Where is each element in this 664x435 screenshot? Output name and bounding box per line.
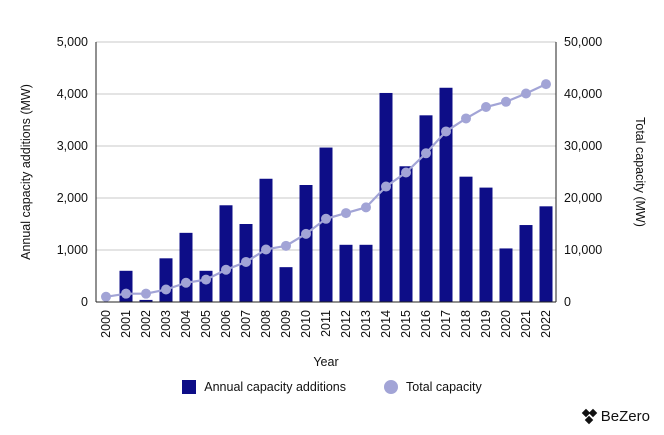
right-y-axis-title: Total capacity (MW) xyxy=(633,117,647,227)
x-tick-label: 2009 xyxy=(279,310,293,338)
bar xyxy=(319,147,333,302)
total-capacity-point xyxy=(241,256,251,267)
bar xyxy=(379,92,393,303)
total-capacity-point xyxy=(161,284,171,295)
total-capacity-point xyxy=(321,213,331,224)
legend-bars-label: Annual capacity additions xyxy=(204,380,347,394)
x-tick-label: 2020 xyxy=(499,310,513,338)
total-capacity-point xyxy=(141,288,151,299)
total-capacity-point xyxy=(281,240,291,251)
total-capacity-point xyxy=(101,291,111,302)
left-y-tick-label: 5,000 xyxy=(57,35,88,49)
total-capacity-point xyxy=(121,288,131,299)
total-capacity-line xyxy=(101,79,551,302)
x-tick-label: 2018 xyxy=(459,310,473,338)
right-y-tick-label: 0 xyxy=(564,295,571,309)
x-tick-label: 2001 xyxy=(119,310,133,338)
x-tick-label: 2000 xyxy=(99,310,113,338)
bar xyxy=(399,166,413,302)
bar xyxy=(519,225,533,302)
x-tick-label: 2005 xyxy=(199,310,213,338)
left-y-tick-label: 3,000 xyxy=(57,139,88,153)
total-capacity-point xyxy=(381,181,391,192)
right-y-tick-label: 10,000 xyxy=(564,243,602,257)
x-tick-label: 2003 xyxy=(159,310,173,338)
right-y-tick-label: 40,000 xyxy=(564,87,602,101)
x-tick-label: 2012 xyxy=(339,310,353,338)
axes xyxy=(95,42,557,303)
bars xyxy=(119,87,553,303)
x-tick-label: 2010 xyxy=(299,310,313,338)
x-tick-label: 2021 xyxy=(519,310,533,338)
total-capacity-point xyxy=(401,167,411,178)
x-tick-label: 2004 xyxy=(179,310,193,338)
bar xyxy=(159,258,173,302)
x-tick-label: 2011 xyxy=(319,310,333,337)
left-y-tick-label: 4,000 xyxy=(57,87,88,101)
x-tick-label: 2022 xyxy=(539,310,553,338)
x-axis-title: Year xyxy=(313,355,338,369)
right-y-tick-label: 20,000 xyxy=(564,191,602,205)
legend-dot-swatch xyxy=(384,380,399,394)
left-y-axis-title: Annual capacity additions (MW) xyxy=(19,84,33,260)
total-capacity-point xyxy=(501,96,511,107)
bar xyxy=(499,248,513,302)
x-tick-label: 2008 xyxy=(259,310,273,338)
bar xyxy=(439,87,453,302)
total-capacity-point xyxy=(201,274,211,285)
left-y-tick-label: 1,000 xyxy=(57,243,88,257)
total-capacity-point xyxy=(461,113,471,124)
bar xyxy=(259,178,273,302)
total-capacity-point xyxy=(481,102,491,112)
total-capacity-point xyxy=(361,202,371,213)
gridlines xyxy=(96,41,556,251)
x-tick-label: 2013 xyxy=(359,310,373,338)
total-capacity-point xyxy=(221,264,231,275)
bar xyxy=(299,185,313,302)
tick-labels: 0 1,000 2,000 3,000 4,000 5,000 0 10,000 20,000 3… xyxy=(57,35,603,338)
x-tick-label: 2007 xyxy=(239,310,253,338)
total-capacity-point xyxy=(341,208,351,219)
x-tick-label: 2016 xyxy=(419,310,433,338)
total-capacity-point xyxy=(441,126,451,137)
total-capacity-point xyxy=(421,148,431,159)
total-capacity-point xyxy=(521,88,531,99)
bar xyxy=(279,267,293,302)
left-y-tick-label: 2,000 xyxy=(57,191,88,205)
bar xyxy=(459,176,473,302)
bar xyxy=(539,206,553,302)
total-capacity-point xyxy=(261,244,271,255)
total-capacity-point xyxy=(301,228,311,239)
bar xyxy=(219,205,233,302)
left-y-tick-label: 0 xyxy=(81,295,88,309)
x-tick-label: 2015 xyxy=(399,310,413,338)
x-tick-label: 2002 xyxy=(139,310,153,338)
bezero-mark-icon xyxy=(581,408,598,424)
total-capacity-point xyxy=(541,79,551,90)
bar xyxy=(419,115,433,302)
x-tick-label: 2006 xyxy=(219,310,233,338)
legend: Annual capacity additions Total capacity xyxy=(0,380,664,394)
x-tick-label: 2019 xyxy=(479,310,493,338)
x-tick-label: 2014 xyxy=(379,310,393,338)
legend-item-line: Total capacity xyxy=(384,380,482,394)
brand-name: BeZero xyxy=(600,408,650,425)
legend-item-bars: Annual capacity additions xyxy=(182,380,346,394)
bar xyxy=(179,232,193,302)
bar xyxy=(359,244,373,302)
x-tick-label: 2017 xyxy=(439,310,453,338)
right-y-tick-label: 50,000 xyxy=(564,35,602,49)
total-capacity-point xyxy=(181,277,191,288)
bar xyxy=(139,299,153,302)
bar xyxy=(339,244,353,302)
right-y-tick-label: 30,000 xyxy=(564,139,602,153)
brand-logo: BeZero xyxy=(581,408,650,425)
legend-bar-swatch xyxy=(182,380,197,394)
bar xyxy=(479,187,493,302)
legend-line-label: Total capacity xyxy=(406,380,482,394)
